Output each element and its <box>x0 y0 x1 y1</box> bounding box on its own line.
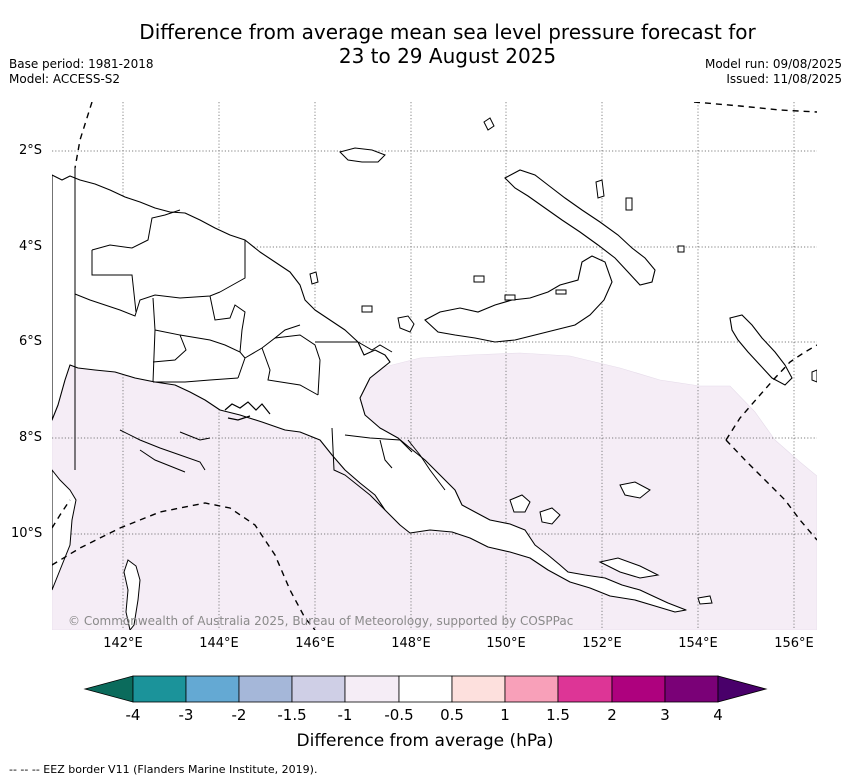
colorbar-bin-1.5-2 <box>557 675 613 703</box>
provincial-boundaries <box>74 168 446 511</box>
colorbar-tick-neg1: -1 <box>337 706 353 724</box>
lat-label-6s: 6°S <box>19 334 43 349</box>
colorbar-tick-neg0.5: -0.5 <box>384 706 414 724</box>
colorbar-tick-neg3: -3 <box>178 706 194 724</box>
issued-date: Issued: 11/08/2025 <box>726 72 842 86</box>
meta-right: Model run: 09/08/2025 Issued: 11/08/2025 <box>705 57 842 87</box>
colorbar-bin-neg3-neg2 <box>185 675 240 703</box>
dentrecasteaux-islands <box>509 481 713 605</box>
graticule <box>52 102 817 630</box>
colorbar-title: Difference from average (hPa) <box>296 731 554 751</box>
cape-york-peninsula <box>123 559 141 630</box>
new-britain-island <box>424 255 613 343</box>
colorbar-tick-1: 1 <box>500 706 510 724</box>
colorbar-max-arrow <box>717 675 768 703</box>
colorbar-tick-1.5: 1.5 <box>546 706 570 724</box>
colorbar-min-arrow <box>83 675 134 703</box>
meta-left: Base period: 1981-2018 Model: ACCESS-S2 <box>9 57 154 87</box>
colorbar-bin-neg2-neg1.5 <box>238 675 293 703</box>
lon-label-152e: 152°E <box>582 636 622 651</box>
title-line-2: 23 to 29 August 2025 <box>338 44 557 68</box>
colorbar-bin-1-1.5 <box>504 675 559 703</box>
lat-label-8s: 8°S <box>19 430 43 445</box>
south-coast-rivers <box>119 429 211 473</box>
colorbar-tick-0.5: 0.5 <box>440 706 464 724</box>
colorbar-tick-2: 2 <box>607 706 617 724</box>
lon-label-156e: 156°E <box>774 636 814 651</box>
model-name: Model: ACCESS-S2 <box>9 72 121 86</box>
lat-label-4s: 4°S <box>19 239 43 254</box>
colorbar-bin-2-3 <box>611 675 666 703</box>
base-period: Base period: 1981-2018 <box>9 57 154 71</box>
colorbar-tick-3: 3 <box>660 706 670 724</box>
lon-label-142e: 142°E <box>103 636 143 651</box>
colorbar-tick-4: 4 <box>713 706 723 724</box>
lat-label-2s: 2°S <box>19 143 43 158</box>
lon-label-148e: 148°E <box>391 636 431 651</box>
colorbar-bin-3-4 <box>664 675 719 703</box>
new-guinea-coastline <box>52 174 687 613</box>
model-run: Model run: 09/08/2025 <box>704 57 842 71</box>
colorbar-bin-neg0.5-0.5 <box>398 675 453 703</box>
colorbar-tick-neg1.5: -1.5 <box>277 706 307 724</box>
colorbar-bin-neg4-neg3 <box>132 675 187 703</box>
title-line-1: Difference from average mean sea level p… <box>139 20 756 44</box>
colorbar-tick-neg2: -2 <box>231 706 247 724</box>
colorbar-bin-0.5-1 <box>451 675 506 703</box>
gulf-inlets <box>224 401 271 421</box>
lon-label-146e: 146°E <box>295 636 335 651</box>
eez-border-note: -- -- -- EEZ border V11 (Flanders Marine… <box>9 763 318 776</box>
small-islands <box>309 117 685 333</box>
bougainville-island <box>729 314 793 386</box>
copyright-notice: © Commonwealth of Australia 2025, Bureau… <box>68 614 574 628</box>
colorbar-bin-neg1-neg0.5 <box>344 675 400 703</box>
lat-label-10s: 10°S <box>11 526 43 541</box>
map-title: Difference from average mean sea level p… <box>80 20 815 68</box>
lon-label-144e: 144°E <box>199 636 239 651</box>
manus-island <box>339 147 386 163</box>
new-ireland-island <box>504 169 656 286</box>
colorbar-bin-neg1.5-neg1 <box>291 675 346 703</box>
huon-gulf <box>357 341 393 353</box>
colorbar-tick-neg4: -4 <box>125 706 141 724</box>
lon-label-154e: 154°E <box>678 636 718 651</box>
eez-borders <box>52 102 817 630</box>
lon-label-150e: 150°E <box>486 636 526 651</box>
solomon-islands-edge <box>811 369 817 383</box>
